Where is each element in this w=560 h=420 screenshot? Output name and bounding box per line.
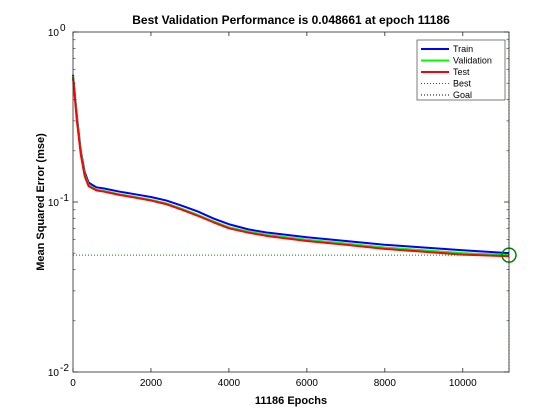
x-tick-label: 10000 bbox=[449, 378, 477, 389]
series-line-test bbox=[72, 77, 510, 258]
legend-label-test: Test bbox=[453, 67, 470, 77]
legend-label-train: Train bbox=[453, 44, 473, 54]
y-tick-label: 10 bbox=[48, 28, 60, 39]
x-axis-label: 11186 Epochs bbox=[255, 395, 327, 407]
x-tick-label: 6000 bbox=[296, 378, 319, 389]
x-tick-label: 8000 bbox=[374, 378, 397, 389]
legend-label-best: Best bbox=[453, 79, 472, 89]
x-tick-label: 0 bbox=[70, 378, 76, 389]
y-tick-label: 10 bbox=[48, 368, 60, 379]
y-tick-label: 10 bbox=[48, 198, 60, 209]
y-tick-exponent: -1 bbox=[60, 193, 69, 204]
y-axis-label: Mean Squared Error (mse) bbox=[35, 133, 47, 271]
legend-label-goal: Goal bbox=[453, 90, 472, 100]
y-tick-exponent: 0 bbox=[60, 23, 66, 34]
chart-title: Best Validation Performance is 0.048661 … bbox=[132, 13, 450, 27]
legend-label-validation: Validation bbox=[453, 56, 492, 66]
x-tick-label: 4000 bbox=[218, 378, 241, 389]
x-tick-label: 2000 bbox=[140, 378, 163, 389]
y-tick-exponent: -2 bbox=[60, 363, 69, 374]
